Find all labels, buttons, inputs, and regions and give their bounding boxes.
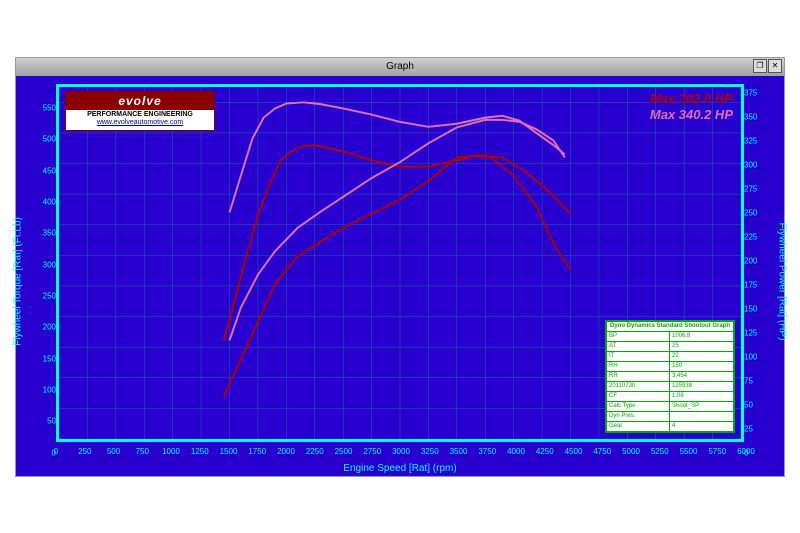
restore-icon[interactable]: ❐ bbox=[753, 59, 767, 73]
info-key: AT bbox=[607, 341, 670, 351]
info-table: Dyno Dynamics Standard Shootout Graph BP… bbox=[606, 321, 734, 432]
info-val: 4 bbox=[670, 421, 734, 431]
logo-url: www.evolveautomotive.com bbox=[66, 119, 214, 126]
logo-brand: evolve bbox=[66, 92, 214, 110]
info-key: RH bbox=[607, 361, 670, 371]
max-hp-1: Max 302.0 HP bbox=[650, 91, 733, 106]
graph-window: Graph ❐ ✕ Flywheel Torque [Rat] (Ft.Lb) … bbox=[15, 57, 785, 477]
info-key: RR bbox=[607, 371, 670, 381]
y-right-label: Flywheel Power [Rat] (HP) bbox=[777, 222, 788, 340]
info-header: Dyno Dynamics Standard Shootout Graph bbox=[607, 321, 734, 331]
x-label: Engine Speed [Rat] (rpm) bbox=[343, 463, 456, 474]
info-key: IT bbox=[607, 351, 670, 361]
logo-sub: PERFORMANCE ENGINEERING bbox=[66, 110, 214, 119]
y-left-label: Flywheel Torque [Rat] (Ft.Lb) bbox=[13, 217, 24, 346]
info-key: CF bbox=[607, 391, 670, 401]
info-key: Gear bbox=[607, 421, 670, 431]
close-icon[interactable]: ✕ bbox=[768, 59, 782, 73]
info-val: 25 bbox=[670, 341, 734, 351]
info-val: 3.454 bbox=[670, 371, 734, 381]
logo-box: evolve PERFORMANCE ENGINEERING www.evolv… bbox=[65, 91, 215, 131]
info-val: 1006.8 bbox=[670, 331, 734, 341]
info-val: 22 bbox=[670, 351, 734, 361]
window-titlebar: Graph ❐ ✕ bbox=[16, 58, 784, 76]
chart-area: Flywheel Torque [Rat] (Ft.Lb) Flywheel P… bbox=[16, 76, 784, 476]
info-key: BP bbox=[607, 331, 670, 341]
max-hp-2: Max 340.2 HP bbox=[650, 107, 733, 122]
info-val: 125938 bbox=[670, 381, 734, 391]
window-title: Graph bbox=[386, 61, 414, 72]
info-box: Dyno Dynamics Standard Shootout Graph BP… bbox=[605, 320, 735, 433]
info-key: Dyn Pres. bbox=[607, 411, 670, 421]
info-key: 20110730 bbox=[607, 381, 670, 391]
window-controls: ❐ ✕ bbox=[753, 59, 782, 73]
info-val: Shoot_SP bbox=[670, 401, 734, 411]
info-key: Calc Type bbox=[607, 401, 670, 411]
info-val: 1.08 bbox=[670, 391, 734, 401]
info-val bbox=[670, 411, 734, 421]
info-val: 150 bbox=[670, 361, 734, 371]
plot-frame: evolve PERFORMANCE ENGINEERING www.evolv… bbox=[56, 84, 744, 442]
